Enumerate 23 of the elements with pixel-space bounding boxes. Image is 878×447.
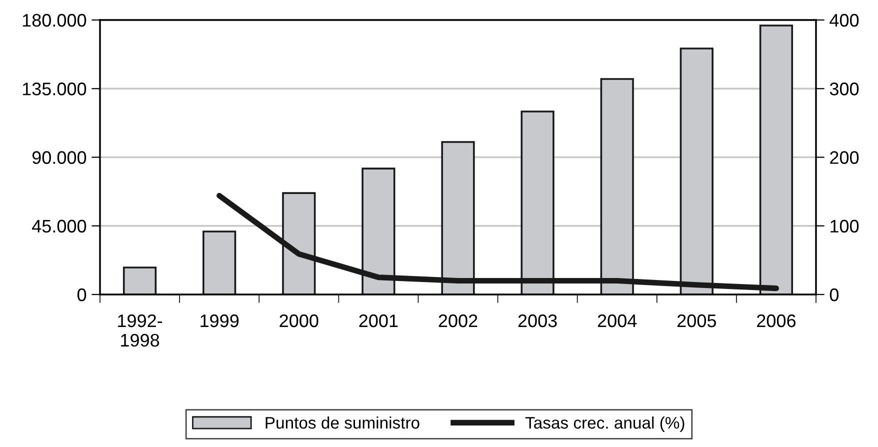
y-tick-label: 90.000 bbox=[32, 151, 86, 164]
x-tick-label: 1999 bbox=[200, 314, 239, 328]
bar bbox=[202, 230, 236, 294]
x-tick-label: 2002 bbox=[438, 314, 478, 328]
legend-label: Tasas crec. anual (%) bbox=[525, 416, 684, 432]
x-tick-label: 2006 bbox=[757, 314, 796, 328]
y2-tick-label: 200 bbox=[830, 151, 859, 164]
legend-label: Puntos de suministro bbox=[266, 416, 420, 429]
bar bbox=[122, 266, 157, 294]
x-tick-label: 2000 bbox=[280, 314, 318, 328]
x-tick-label: 2003 bbox=[518, 314, 557, 328]
x-tick-label: 1992- 1998 bbox=[118, 314, 162, 347]
y2-tick-label: 300 bbox=[830, 82, 859, 96]
y2-tick-label: 0 bbox=[830, 288, 839, 302]
x-tick-label: 2004 bbox=[598, 314, 637, 328]
y-tick-label: 0 bbox=[77, 288, 86, 302]
y-tick-label: 45.000 bbox=[32, 220, 86, 233]
y2-tick-label: 100 bbox=[830, 220, 859, 233]
y-tick-label: 135.000 bbox=[22, 82, 86, 96]
x-tick-label: 2005 bbox=[677, 314, 716, 328]
y2-tick-label: 400 bbox=[830, 14, 859, 27]
x-tick-label: 2001 bbox=[359, 314, 398, 328]
y-tick-label: 180.000 bbox=[22, 14, 86, 27]
